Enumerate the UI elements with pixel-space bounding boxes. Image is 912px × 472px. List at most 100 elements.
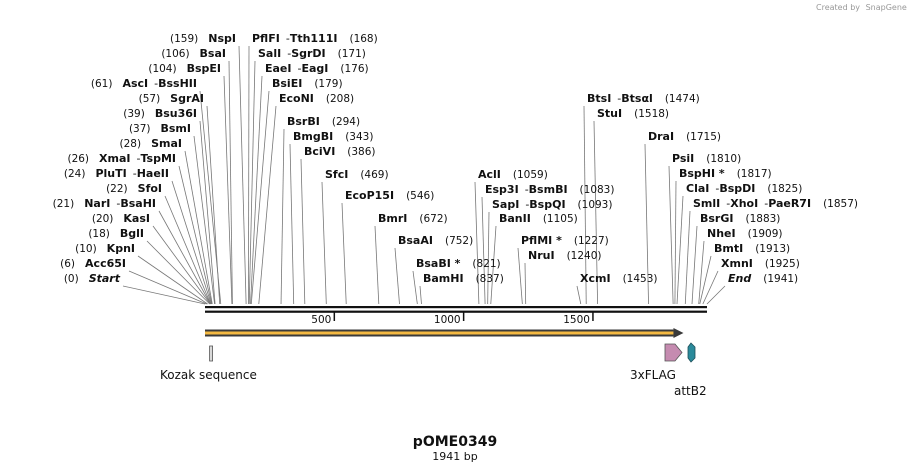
enzyme-name: NheI bbox=[707, 227, 736, 240]
enzyme-name: BspEI bbox=[187, 62, 221, 75]
site-label-bsabi[interactable]: BsaBI * (821) bbox=[416, 257, 501, 270]
enzyme-name: BtsI bbox=[587, 92, 611, 105]
site-label-bsaai[interactable]: BsaAI (752) bbox=[398, 234, 473, 247]
site-position: (1810) bbox=[706, 153, 741, 165]
site-line-acli bbox=[474, 181, 480, 305]
site-label-bsrgi[interactable]: BsrGI (1883) bbox=[700, 212, 780, 225]
enzyme-name: XcmI bbox=[580, 272, 611, 285]
flag-feature[interactable] bbox=[664, 343, 683, 362]
attb2-feature[interactable] bbox=[687, 342, 696, 363]
site-line-bcivi bbox=[300, 158, 306, 305]
site-label-bsai[interactable]: (106) BsaI bbox=[161, 47, 226, 60]
enzyme-name: BsmBI bbox=[529, 183, 568, 196]
enzyme-name: BsaHI bbox=[120, 197, 156, 210]
site-label-bcivi[interactable]: BciVI (386) bbox=[304, 145, 376, 158]
site-position: (21) bbox=[53, 198, 75, 210]
site-label-xcmi[interactable]: XcmI (1453) bbox=[580, 272, 657, 285]
site-label-kpni[interactable]: (10) KpnI bbox=[75, 242, 135, 255]
site-position: (1474) bbox=[665, 93, 700, 105]
site-position: (1925) bbox=[765, 258, 800, 270]
site-position: (1105) bbox=[543, 213, 578, 225]
site-line-bsmi bbox=[193, 135, 215, 305]
site-position: (159) bbox=[170, 33, 198, 45]
site-label-end[interactable]: End (1941) bbox=[728, 272, 798, 285]
site-line-sfci bbox=[321, 181, 327, 305]
enzyme-separator: - bbox=[764, 197, 768, 210]
enzyme-name: StuI bbox=[597, 107, 622, 120]
site-label-bsu36i[interactable]: (39) Bsu36I bbox=[123, 107, 197, 120]
site-label-pluti-haeii[interactable]: (24) PluTI -HaeII bbox=[64, 167, 169, 180]
site-label-asci-bsshii[interactable]: (61) AscI -BssHII bbox=[91, 77, 197, 90]
enzyme-name: AclI bbox=[478, 168, 501, 181]
site-label-xmai-tspmi[interactable]: (26) XmaI -TspMI bbox=[67, 152, 176, 165]
site-label-acli[interactable]: AclI (1059) bbox=[478, 168, 548, 181]
site-label-bamhi[interactable]: BamHI (837) bbox=[423, 272, 504, 285]
enzyme-name: XmnI bbox=[721, 257, 753, 270]
site-line-btsi-bts-l bbox=[583, 105, 587, 305]
kozak-feature[interactable] bbox=[209, 345, 213, 362]
site-label-btsi-bts-l[interactable]: BtsI -Btsαl (1474) bbox=[587, 92, 700, 105]
site-label-smai[interactable]: (28) SmaI bbox=[120, 137, 182, 150]
enzyme-name: EaeI bbox=[265, 62, 292, 75]
site-position: (1453) bbox=[623, 273, 658, 285]
enzyme-separator: - bbox=[525, 183, 529, 196]
site-label-sfci[interactable]: SfcI (469) bbox=[325, 168, 389, 181]
site-label-drai[interactable]: DraI (1715) bbox=[648, 130, 721, 143]
site-label-nspi[interactable]: (159) NspI bbox=[170, 32, 236, 45]
site-label-psii[interactable]: PsiI (1810) bbox=[672, 152, 741, 165]
site-label-sfoi[interactable]: (22) SfoI bbox=[106, 182, 162, 195]
kozak-label: Kozak sequence bbox=[160, 368, 257, 382]
enzyme-name: End bbox=[728, 272, 751, 285]
site-line-bmri bbox=[374, 225, 380, 305]
enzyme-name: BglI bbox=[120, 227, 144, 240]
site-label-bmri[interactable]: BmrI (672) bbox=[378, 212, 448, 225]
site-line-bsu36i bbox=[199, 120, 216, 305]
site-line-bspei bbox=[223, 75, 233, 305]
site-label-bmti[interactable]: BmtI (1913) bbox=[714, 242, 790, 255]
site-label-pflmi[interactable]: PflMI * (1227) bbox=[521, 234, 609, 247]
site-label-sgrai[interactable]: (57) SgrAI bbox=[139, 92, 204, 105]
site-label-bsrbi[interactable]: BsrBI (294) bbox=[287, 115, 360, 128]
credit-brand: SnapGene bbox=[866, 3, 907, 12]
enzyme-name: PluTI bbox=[95, 167, 126, 180]
site-position: (343) bbox=[345, 131, 373, 143]
site-label-smli-xhoi-paer7i[interactable]: SmlI -XhoI -PaeR7I (1857) bbox=[693, 197, 858, 210]
enzyme-name: PsiI bbox=[672, 152, 694, 165]
site-label-bspei[interactable]: (104) BspEI bbox=[148, 62, 221, 75]
site-line-nari-bsahi bbox=[158, 210, 211, 305]
enzyme-name: SalI bbox=[258, 47, 281, 60]
site-label-xmni[interactable]: XmnI (1925) bbox=[721, 257, 800, 270]
site-label-sapi-bspqi[interactable]: SapI -BspQI (1093) bbox=[492, 198, 612, 211]
site-position: (386) bbox=[347, 146, 375, 158]
site-label-pflfi-tth111i[interactable]: PflFI -Tth111I (168) bbox=[252, 32, 378, 45]
site-label-clai-bspdi[interactable]: ClaI -BspDI (1825) bbox=[686, 182, 802, 195]
site-label-bsmi[interactable]: (37) BsmI bbox=[129, 122, 191, 135]
site-label-econi[interactable]: EcoNI (208) bbox=[279, 92, 354, 105]
site-label-bgli[interactable]: (18) BglI bbox=[88, 227, 144, 240]
enzyme-separator: - bbox=[154, 77, 158, 90]
site-label-banii[interactable]: BanII (1105) bbox=[499, 212, 578, 225]
orf-arrow[interactable] bbox=[205, 328, 684, 338]
site-label-nhei[interactable]: NheI (1909) bbox=[707, 227, 783, 240]
enzyme-name: SapI bbox=[492, 198, 519, 211]
enzyme-name: BanII bbox=[499, 212, 531, 225]
site-position: (10) bbox=[75, 243, 97, 255]
site-label-nari-bsahi[interactable]: (21) NarI -BsaHI bbox=[53, 197, 156, 210]
site-position: (837) bbox=[476, 273, 504, 285]
site-label-eaei-eagi[interactable]: EaeI -EagI (176) bbox=[265, 62, 369, 75]
site-label-bmgbi[interactable]: BmgBI (343) bbox=[293, 130, 373, 143]
site-label-sali-sgrdi[interactable]: SalI -SgrDI (171) bbox=[258, 47, 366, 60]
site-position: (104) bbox=[148, 63, 176, 75]
site-label-ecop15i[interactable]: EcoP15I (546) bbox=[345, 189, 434, 202]
site-line-clai-bspdi bbox=[676, 195, 684, 305]
site-label-bsphi[interactable]: BspHI * (1817) bbox=[679, 167, 772, 180]
site-label-bsiei[interactable]: BsiEI (179) bbox=[272, 77, 343, 90]
site-label-start[interactable]: (0) Start bbox=[64, 272, 121, 285]
enzyme-name: PaeR7I bbox=[768, 197, 811, 210]
site-label-esp3i-bsmbi[interactable]: Esp3I -BsmBI (1083) bbox=[485, 183, 614, 196]
site-label-acc65i[interactable]: (6) Acc65I bbox=[60, 257, 126, 270]
site-label-kasi[interactable]: (20) KasI bbox=[92, 212, 150, 225]
site-position: (37) bbox=[129, 123, 151, 135]
site-label-nrui[interactable]: NruI (1240) bbox=[528, 249, 601, 262]
site-label-stui[interactable]: StuI (1518) bbox=[597, 107, 669, 120]
